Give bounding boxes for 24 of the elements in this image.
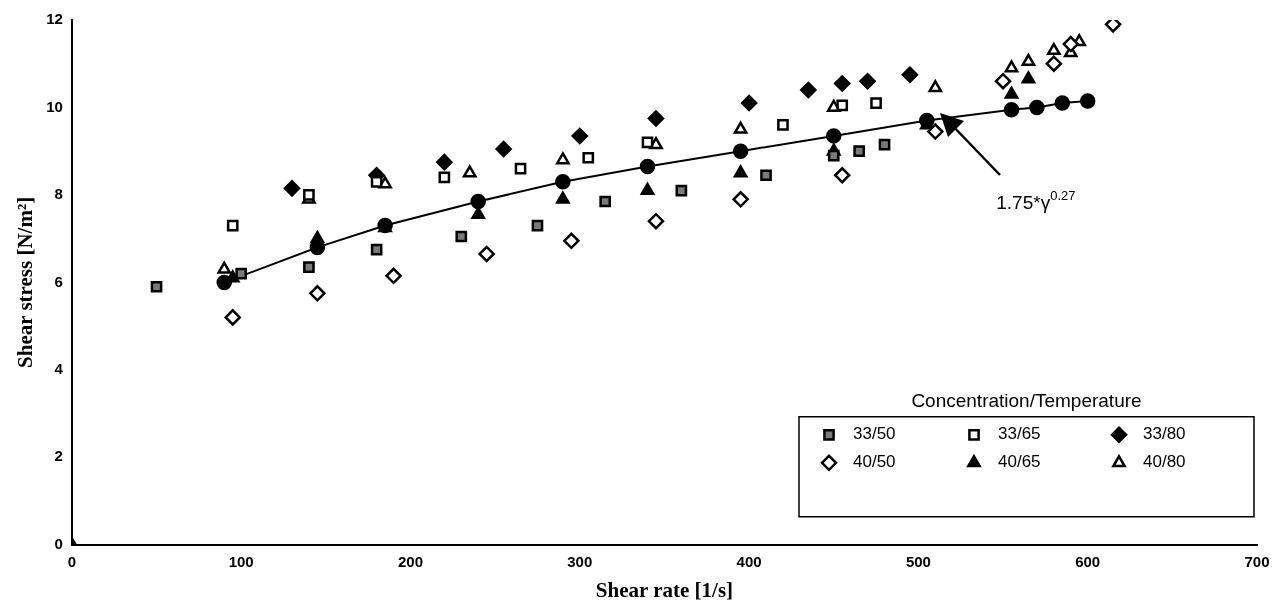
x-axis-title: Shear rate [1/s] (595, 577, 734, 602)
legend-title: Concentration/Temperature (911, 389, 1142, 411)
legend-label: 33/80 (1143, 424, 1186, 444)
y-axis-title: Shear stress [N/m²] (13, 196, 38, 368)
y-tick-label: 2 (54, 447, 63, 465)
x-tick-label: 600 (1075, 552, 1101, 570)
legend-label: 40/65 (998, 452, 1041, 472)
legend-label: 33/50 (853, 424, 896, 444)
x-tick-label: 700 (1244, 552, 1270, 570)
x-tick-label: 400 (736, 552, 762, 570)
y-tick-label: 12 (46, 10, 63, 28)
x-tick-label: 0 (67, 552, 77, 570)
legend-label: 40/50 (853, 452, 896, 472)
x-tick-label: 200 (397, 552, 423, 570)
x-tick-label: 500 (905, 552, 931, 570)
legend-label: 40/80 (1143, 452, 1186, 472)
y-tick-label: 4 (54, 360, 64, 378)
y-tick-label: 10 (46, 97, 63, 115)
y-tick-label: 8 (54, 185, 63, 203)
legend-label: 33/65 (998, 424, 1041, 444)
x-tick-label: 100 (228, 552, 254, 570)
x-tick-label: 300 (567, 552, 593, 570)
y-tick-label: 6 (54, 272, 63, 290)
y-tick-label: 0 (54, 534, 63, 552)
